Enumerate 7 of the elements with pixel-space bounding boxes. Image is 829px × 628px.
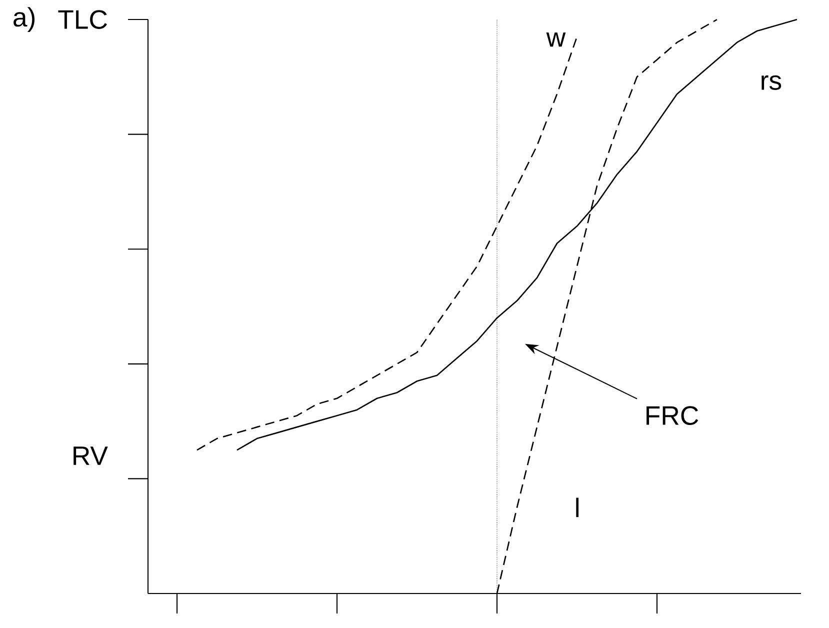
annotation: FRC <box>646 406 698 426</box>
text: TLC <box>58 10 107 29</box>
series-label: rs <box>762 75 782 90</box>
text: l <box>576 498 578 518</box>
chart-title: a) <box>14 7 34 32</box>
text: RV <box>74 446 108 465</box>
series-label: w <box>546 32 566 47</box>
